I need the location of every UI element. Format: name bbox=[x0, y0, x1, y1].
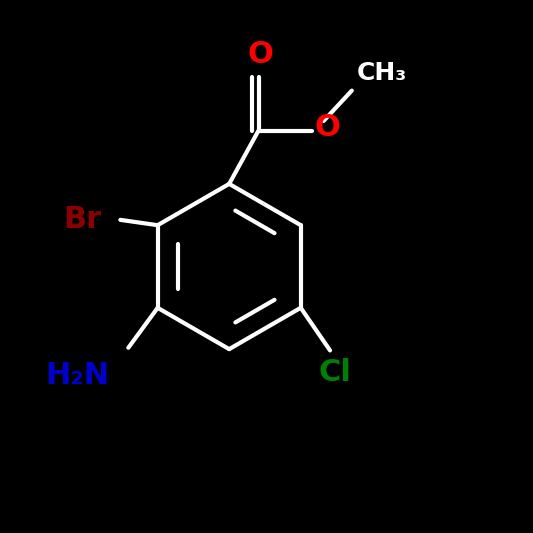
Text: Br: Br bbox=[63, 205, 102, 235]
Text: Cl: Cl bbox=[319, 358, 352, 387]
Text: O: O bbox=[314, 114, 341, 142]
Text: O: O bbox=[247, 41, 273, 69]
Text: CH₃: CH₃ bbox=[357, 61, 407, 85]
Text: H₂N: H₂N bbox=[45, 361, 110, 390]
